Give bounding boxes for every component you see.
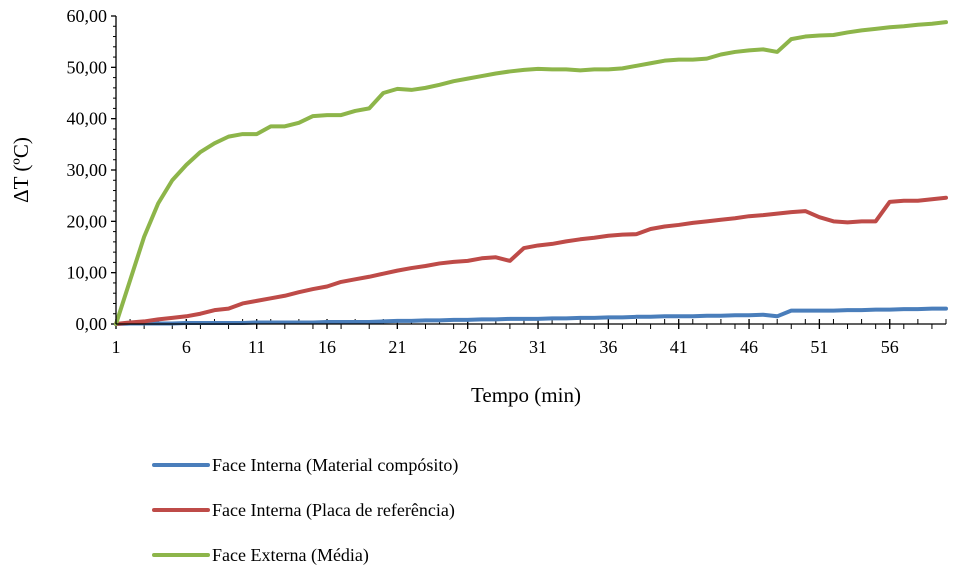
legend-label: Face Interna (Placa de referência) <box>212 499 455 520</box>
x-tick-label: 46 <box>740 337 758 357</box>
series-line-3 <box>114 20 948 326</box>
legend-swatch-composite <box>152 463 210 467</box>
series-3 <box>114 20 948 326</box>
x-tick-label: 31 <box>529 337 547 357</box>
x-tick-label: 6 <box>182 337 191 357</box>
series-line-2 <box>114 195 948 326</box>
series-1 <box>114 306 948 326</box>
legend: Face Interna (Material compósito) Face I… <box>152 452 458 587</box>
x-tick-label: 36 <box>599 337 617 357</box>
series-layer <box>114 20 948 326</box>
x-tick-label: 16 <box>318 337 336 357</box>
y-tick-label: 30,00 <box>67 160 108 180</box>
legend-item-composite: Face Interna (Material compósito) <box>152 452 458 478</box>
y-axis-ticks: 0,00 10,00 20,00 30,00 40,00 50,00 60,00 <box>67 6 116 334</box>
legend-label: Face Interna (Material compósito) <box>212 454 459 475</box>
y-tick-label: 40,00 <box>67 109 108 129</box>
y-tick-label: 60,00 <box>67 6 108 26</box>
legend-swatch-reference <box>152 508 210 512</box>
x-tick-label: 56 <box>881 337 899 357</box>
y-tick-label: 50,00 <box>67 57 108 77</box>
x-tick-label: 26 <box>459 337 477 357</box>
x-tick-label: 51 <box>810 337 828 357</box>
y-tick-label: 10,00 <box>67 263 108 283</box>
series-2 <box>114 195 948 326</box>
legend-item-reference: Face Interna (Placa de referência) <box>152 497 458 523</box>
y-tick-label: 20,00 <box>67 211 108 231</box>
series-line-1 <box>114 306 948 326</box>
legend-label: Face Externa (Média) <box>212 544 369 565</box>
y-tick-label: 0,00 <box>76 314 108 334</box>
x-tick-label: 1 <box>112 337 121 357</box>
x-tick-label: 11 <box>248 337 265 357</box>
x-tick-label: 41 <box>670 337 688 357</box>
x-tick-label: 21 <box>388 337 406 357</box>
legend-item-external: Face Externa (Média) <box>152 542 458 568</box>
x-axis-title: Tempo (min) <box>471 383 581 407</box>
y-axis-title: ΔT (ºC) <box>9 137 33 203</box>
x-axis-ticks: 1 6 11 16 21 26 31 36 41 46 51 56 <box>112 319 947 357</box>
legend-swatch-external <box>152 553 210 557</box>
